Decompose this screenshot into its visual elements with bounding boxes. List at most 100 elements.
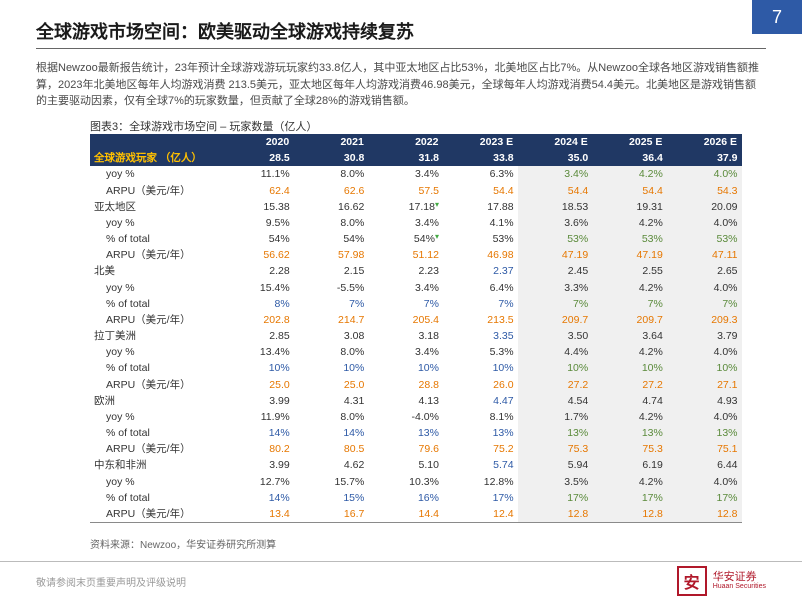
row-label: ARPU（美元/年） [90, 506, 219, 523]
page-title: 全球游戏市场空间：欧美驱动全球游戏持续复苏 [36, 18, 414, 44]
table-cell: 53% [592, 231, 667, 247]
table-cell: 3.64 [592, 328, 667, 344]
table-cell: 13% [368, 425, 443, 441]
table-cell: 25.0 [294, 377, 369, 393]
table-cell: 27.1 [667, 377, 742, 393]
table-cell: 8.0% [294, 215, 369, 231]
table-cell: 54.4 [443, 183, 518, 199]
table-cell: 12.4 [443, 506, 518, 523]
table-cell: 62.6 [294, 183, 369, 199]
row-label: yoy % [90, 166, 219, 182]
row-label: yoy % [90, 215, 219, 231]
table-cell: 4.54 [518, 393, 593, 409]
table-cell: 4.47 [443, 393, 518, 409]
table-cell: 6.4% [443, 280, 518, 296]
table-cell: 4.0% [667, 166, 742, 182]
table-cell: 7% [443, 296, 518, 312]
table-cell: 15.38 [219, 199, 294, 215]
table-cell: 14% [294, 425, 369, 441]
row-label: 欧洲 [90, 393, 219, 409]
table-cell: 4.4% [518, 344, 593, 360]
table-cell: 3.18 [368, 328, 443, 344]
table-cell: 13.4% [219, 344, 294, 360]
table-cell: 4.74 [592, 393, 667, 409]
row-label: ARPU（美元/年） [90, 441, 219, 457]
source-line: 资料来源：Newzoo，华安证券研究所测算 [90, 536, 276, 551]
table-cell: 8% [219, 296, 294, 312]
logo-en: Huaan Securities [713, 583, 766, 591]
footer: 敬请参阅末页重要声明及评级说明 安 华安证券 Huaan Securities [0, 561, 802, 596]
table-cell: 205.4 [368, 312, 443, 328]
table-cell: 2.15 [294, 263, 369, 279]
player-count-table: 2020202120222023 E2024 E2025 E2026 E 全球游… [90, 134, 742, 523]
table-cell: 6.3% [443, 166, 518, 182]
table-cell: 3.6% [518, 215, 593, 231]
table-cell: 11.9% [219, 409, 294, 425]
table-cell: 37.9 [667, 150, 742, 166]
brand-logo: 安 华安证券 Huaan Securities [677, 566, 766, 596]
table-cell: 4.0% [667, 474, 742, 490]
table-cell: 5.94 [518, 457, 593, 473]
row-label: 全球游戏玩家 （亿人） [90, 150, 219, 166]
chart-caption: 图表3：全球游戏市场空间 – 玩家数量（亿人） [90, 118, 317, 134]
table-cell: 3.99 [219, 393, 294, 409]
table-cell: 15.7% [294, 474, 369, 490]
table-cell: 79.6 [368, 441, 443, 457]
table-cell: 14.4 [368, 506, 443, 523]
table-cell: 10% [219, 360, 294, 376]
table-cell: 12.8 [518, 506, 593, 523]
table-cell: 51.12 [368, 247, 443, 263]
table-cell: 75.2 [443, 441, 518, 457]
table-cell: 3.99 [219, 457, 294, 473]
table-cell: 4.2% [592, 474, 667, 490]
table-cell: 46.98 [443, 247, 518, 263]
table-cell: 27.2 [518, 377, 593, 393]
table-cell: 20.09 [667, 199, 742, 215]
table-cell: 4.2% [592, 166, 667, 182]
table-cell: 75.3 [518, 441, 593, 457]
table-cell: 54.3 [667, 183, 742, 199]
table-cell: 3.35 [443, 328, 518, 344]
table-cell: 209.7 [592, 312, 667, 328]
table-cell: 47.19 [518, 247, 593, 263]
table-cell: 31.8 [368, 150, 443, 166]
table-cell: 14% [219, 425, 294, 441]
table-cell: 4.2% [592, 409, 667, 425]
table-cell: 3.4% [368, 344, 443, 360]
table-cell: 2.37 [443, 263, 518, 279]
table-cell: 8.0% [294, 344, 369, 360]
table-cell: 54% [219, 231, 294, 247]
table-cell: 47.11 [667, 247, 742, 263]
table-cell: 8.0% [294, 409, 369, 425]
row-label: yoy % [90, 280, 219, 296]
table-cell: 15% [294, 490, 369, 506]
table-cell: 12.8 [667, 506, 742, 523]
table-cell: 9.5% [219, 215, 294, 231]
table-cell: 75.3 [592, 441, 667, 457]
table-cell: 13.4 [219, 506, 294, 523]
table-cell: 13% [518, 425, 593, 441]
table-cell: 28.5 [219, 150, 294, 166]
table-cell: 3.4% [518, 166, 593, 182]
table-cell: 4.2% [592, 215, 667, 231]
table-cell: 14% [219, 490, 294, 506]
table-cell: 8.0% [294, 166, 369, 182]
table-cell: 2.85 [219, 328, 294, 344]
table-cell: 28.8 [368, 377, 443, 393]
table-cell: 7% [667, 296, 742, 312]
table-cell: -5.5% [294, 280, 369, 296]
row-label: % of total [90, 490, 219, 506]
table-cell: 54.4 [518, 183, 593, 199]
table-cell: -4.0% [368, 409, 443, 425]
row-label: % of total [90, 360, 219, 376]
table-cell: 2.65 [667, 263, 742, 279]
table-cell: 47.19 [592, 247, 667, 263]
logo-icon: 安 [677, 566, 707, 596]
table-cell: 17.18▾ [368, 199, 443, 215]
table-cell: 30.8 [294, 150, 369, 166]
table-cell: 80.5 [294, 441, 369, 457]
row-label: ARPU（美元/年） [90, 377, 219, 393]
table-cell: 7% [368, 296, 443, 312]
row-label: ARPU（美元/年） [90, 312, 219, 328]
table-cell: 3.3% [518, 280, 593, 296]
